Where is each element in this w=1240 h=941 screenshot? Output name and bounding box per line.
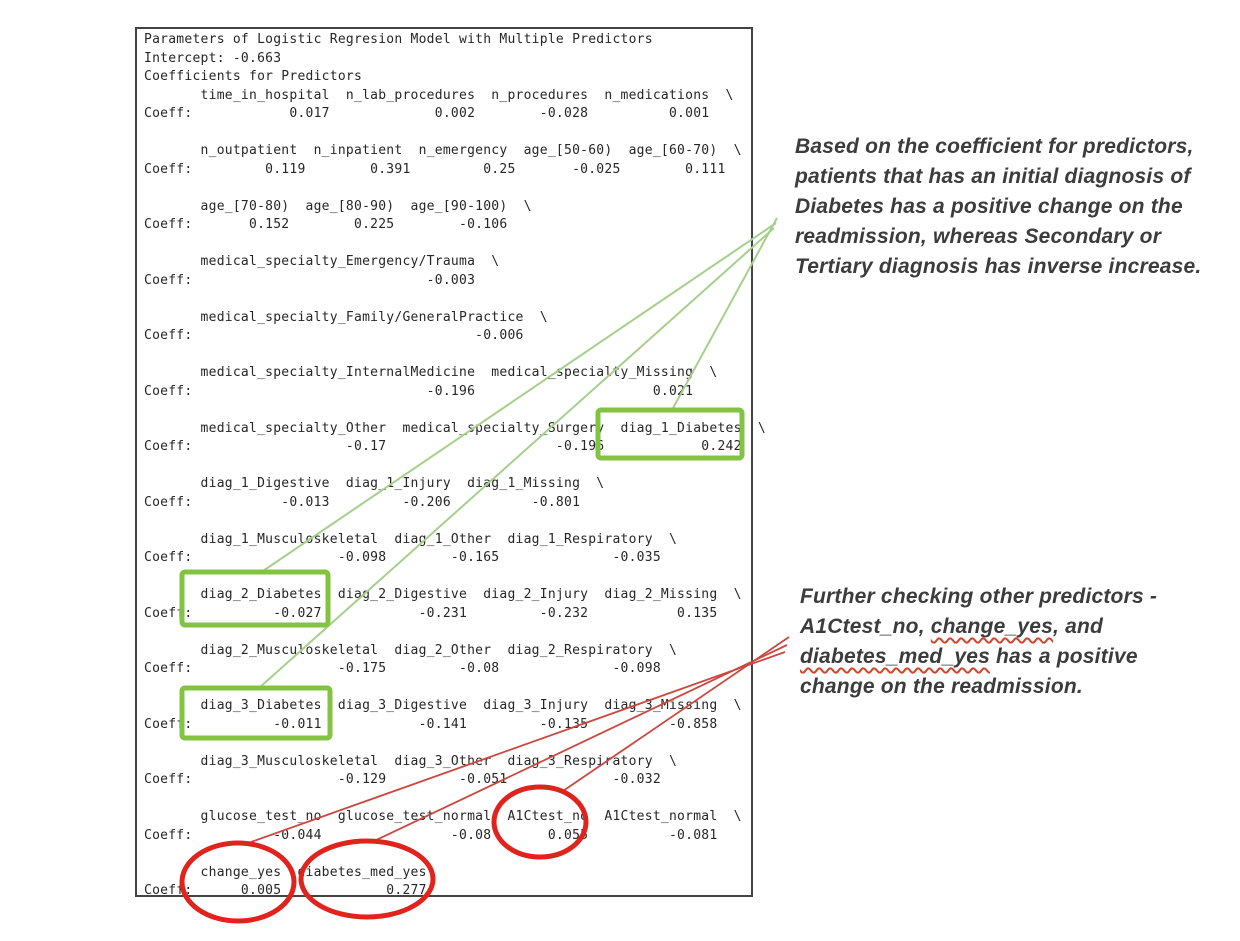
note-diagnosis-coefficients: Based on the coefficient for predictors,…	[795, 135, 1202, 278]
regression-output-text: Parameters of Logistic Regresion Model w…	[144, 32, 766, 898]
console-output-box: Parameters of Logistic Regresion Model w…	[135, 27, 766, 898]
misspelling-underline: diabetes_med_yes	[800, 645, 990, 668]
misspelling-underline: change_yes	[930, 615, 1054, 638]
note-other-predictors: Further checking other predictors - A1Cte…	[800, 585, 1158, 698]
